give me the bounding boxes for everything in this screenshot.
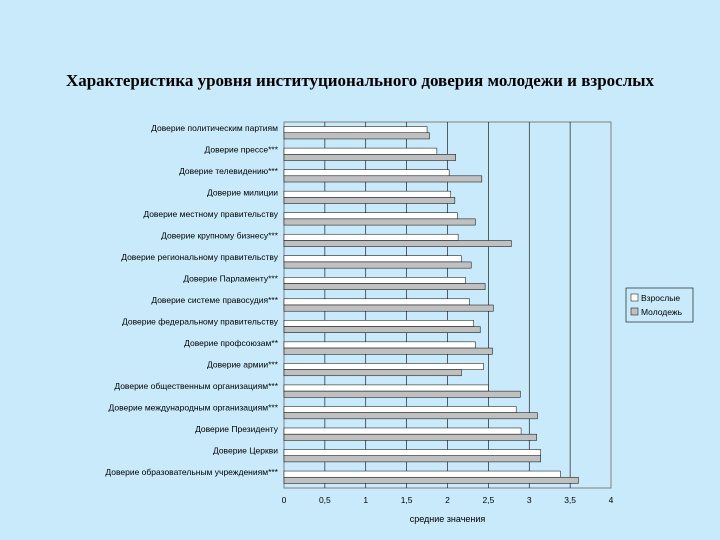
bar-youth [283,154,456,161]
bar-youth [283,347,493,355]
bar-adults [283,126,428,134]
legend-swatch [630,293,639,302]
bar-adults [283,212,458,220]
x-tick-label: 1 [363,495,368,505]
bar-adults [283,427,522,435]
bar-youth [283,218,476,226]
bar-adults [283,255,462,263]
x-tick-label: 2 [445,495,450,505]
x-tick-label: 0,5 [319,495,331,505]
bar-youth [283,261,472,269]
bar-adults [283,363,484,370]
legend-swatch [630,307,639,316]
category-label: Доверие общественным организациям*** [114,381,278,391]
category-label: Доверие профсоюзам** [184,338,279,348]
bar-adults [283,341,476,349]
bar-youth [283,132,430,140]
bar-youth [283,412,538,420]
bar-youth [283,304,494,312]
x-tick-label: 1,5 [401,495,413,505]
x-tick-label: 2,5 [482,495,494,505]
legend-label: Молодежь [641,307,683,317]
bar-youth [283,390,521,398]
bar-adults [283,233,459,241]
category-label: Доверие прессе*** [205,144,279,154]
bar-adults [283,470,561,478]
bar-youth [283,369,462,377]
category-label: Доверие милиции [207,187,278,197]
x-tick-label: 3,5 [564,495,576,505]
bar-adults [283,406,517,413]
category-label: Доверие крупному бизнесу*** [161,230,279,240]
category-label: Доверие местному правительству [143,209,278,219]
category-label: Доверие системе правосудия*** [151,295,278,305]
category-label: Доверие международным организациям*** [109,403,279,413]
x-axis-title: средние значения [410,514,486,524]
x-tick-label: 4 [609,495,614,505]
bar-youth [283,283,486,290]
legend-box [625,287,694,323]
category-label: Доверие политическим партиям [151,123,278,133]
category-label: Доверие телевидению*** [179,166,279,176]
x-tick-label: 3 [527,495,532,505]
bar-youth [283,197,456,204]
bar-adults [283,298,470,306]
bar-adults [283,190,452,198]
bar-adults [283,147,438,155]
category-label: Доверие Парламенту*** [183,273,278,283]
bar-youth [283,455,541,463]
bar-adults [283,384,489,392]
bar-youth [283,175,483,183]
category-label: Доверие Президенту [195,424,279,434]
bar-youth [283,476,579,484]
bar-adults [283,320,474,327]
category-label: Доверие Церкви [213,446,278,456]
category-label: Доверие федеральному правительству [122,317,279,327]
category-label: Доверие армии*** [207,360,279,370]
x-tick-label: 0 [282,495,287,505]
bar-youth [283,433,537,441]
legend-label: Взрослые [641,293,680,303]
bar-adults [283,169,450,177]
category-label: Доверие образовательным учреждениям*** [105,467,278,477]
category-label: Доверие региональному правительству [121,252,279,262]
bar-adults [283,277,466,284]
chart-title: Характеристика уровня институционального… [65,71,655,90]
bar-youth [283,240,512,247]
bar-youth [283,326,481,333]
bar-adults [283,449,541,456]
